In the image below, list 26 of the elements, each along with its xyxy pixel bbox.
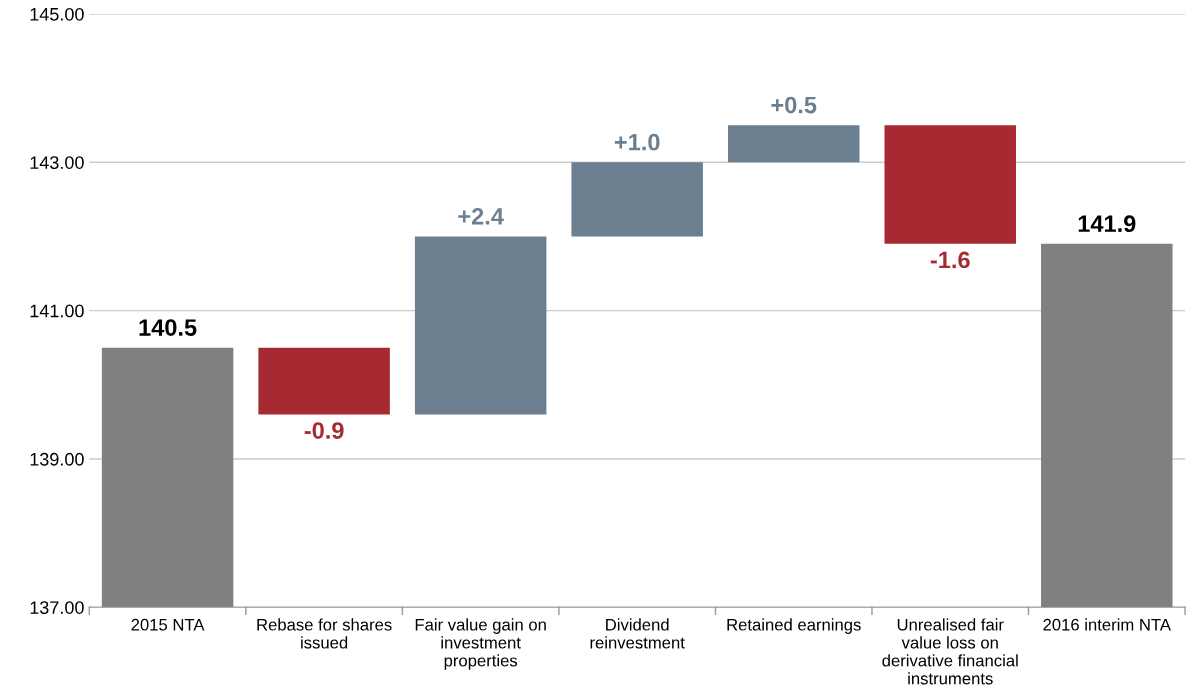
y-tick-label: 137.00 [30, 601, 84, 614]
bar [258, 347, 390, 415]
bar [414, 236, 547, 415]
data-label: 141.9 [1078, 215, 1136, 233]
y-tick-label: 141.00 [30, 304, 84, 318]
data-label: 140.5 [139, 319, 197, 336]
x-tick-label: Retained earnings [727, 618, 861, 634]
bar [884, 125, 1016, 244]
bar [727, 125, 860, 163]
y-tick-label: 145.00 [30, 7, 84, 21]
x-tick-label: Rebase for shares issued [257, 618, 392, 649]
bar [101, 347, 234, 608]
data-label: +1.0 [614, 133, 660, 151]
x-tick-label: 2015 NTA [131, 618, 205, 631]
data-label: -0.9 [304, 422, 344, 439]
x-tick-label: Unrealised fair value loss on derivative financial instruments [882, 618, 1018, 685]
bar [571, 162, 703, 237]
data-label: -1.6 [930, 251, 970, 269]
data-label: +2.4 [458, 207, 504, 225]
bar [1041, 243, 1173, 608]
y-tick-label: 139.00 [30, 452, 84, 466]
x-tick-label: 2016 interim NTA [1043, 618, 1171, 631]
x-tick-label: Fair value gain on investment properties [415, 618, 546, 670]
y-tick-label: 143.00 [30, 156, 84, 170]
data-label: +0.5 [771, 96, 817, 114]
x-tick-label: Dividend reinvestment [590, 618, 685, 649]
